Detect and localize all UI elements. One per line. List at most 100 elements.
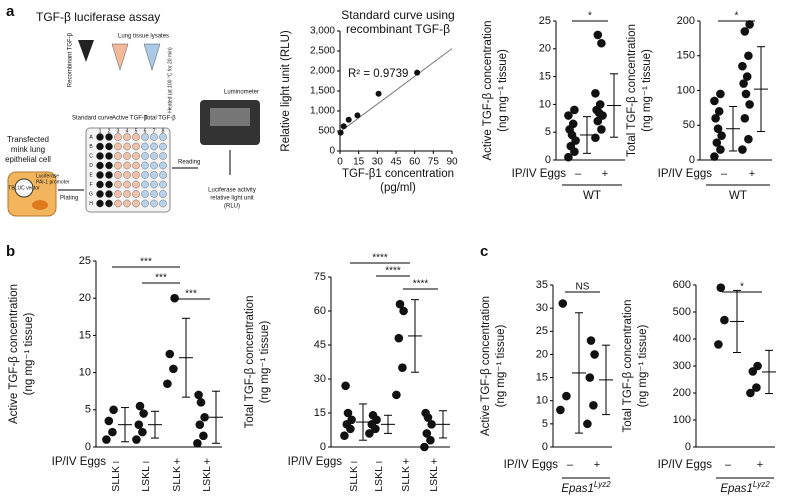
well [96,142,104,151]
significance-label: NS [576,282,590,293]
x-tick-label: + [602,168,608,180]
x-tick-label: LSKL [373,466,385,492]
point [340,431,349,440]
point [570,105,579,115]
y-tick-label: 30 [536,302,548,314]
x-tick-label: + [749,168,755,180]
y-tick-label: 5 [542,418,548,430]
y-axis-label: Active TGF-β concentration [480,296,492,436]
diagram-text: Transfected [7,135,49,144]
point [586,336,596,345]
well [159,133,167,141]
x-tick-label: 75 [428,157,440,168]
row-label: C [89,153,93,159]
point [108,427,117,437]
tube [78,40,94,62]
point [742,72,752,81]
point [365,429,374,438]
annotation: R² = 0.9739 [348,68,408,80]
chart-title: recombinant TGF-β [346,22,450,36]
x-axis-label: IP/IV Eggs [288,456,343,468]
x-tick-label: 90 [446,157,458,168]
well [141,152,149,160]
x-tick-label: + [403,456,409,468]
y-tick-label: 2,000 [310,66,335,77]
well [159,171,167,179]
well [105,180,113,189]
point [200,412,209,422]
point [589,401,598,410]
well [105,152,113,160]
well [123,142,131,151]
point [196,398,206,407]
trendline [339,48,453,133]
x-tick-label: – [575,168,582,180]
x-tick-label: – [113,456,120,468]
point [109,405,118,415]
x-tick-label: LSKL [201,466,213,492]
y-axis-label: (ng mg⁻¹ tissue) [495,324,507,407]
well [114,161,122,170]
x-tick-label: – [376,456,383,468]
point [134,420,144,429]
group-label-text: Epas1 [561,483,594,495]
point [752,383,761,392]
point [163,379,172,389]
group-label: Epas1Lyz2 [561,480,611,495]
point [195,420,205,429]
well [132,171,140,179]
y-tick-label: 0 [85,441,91,453]
y-tick-label: 50 [683,119,695,131]
chart-title: Standard curve using [341,8,454,22]
column-label: 2 [108,128,111,134]
point [753,361,762,371]
well [141,161,149,170]
nucleus [32,200,48,210]
point [741,89,751,99]
x-tick-label: – [721,168,728,180]
y-axis-label: (ng mg⁻¹ tissue) [637,324,649,407]
y-tick-label: 25 [79,255,91,267]
y-tick-label: 75 [314,271,326,283]
point [132,435,141,444]
well [159,152,167,160]
tube [143,43,161,71]
y-tick-label: 5 [85,404,91,416]
diagram-text: Luminometer [224,90,259,96]
point [746,388,755,398]
diagram-text: relative light unit [210,196,254,202]
diagram-title: TGF-β luciferase assay [36,10,160,24]
well [132,180,140,189]
well [159,180,167,189]
well [96,152,104,160]
well [141,142,149,151]
point [583,419,592,429]
y-tick-label: 30 [314,373,326,385]
x-tick-label: + [431,456,437,468]
well [114,142,122,151]
panel-label: c [480,243,488,260]
point [341,381,350,391]
x-tick-label: – [143,456,150,468]
y-tick-label: 60 [314,305,326,317]
significance-label: **** [413,279,429,290]
point [562,391,571,401]
well [141,190,149,198]
well [96,190,104,198]
y-tick-label: 35 [536,279,548,291]
y-axis-label: (ng mg⁻¹ tissue) [259,320,271,403]
well [105,171,113,179]
point [368,410,378,420]
panel-label: b [6,243,15,260]
point [740,114,750,123]
y-tick-label: 10 [79,367,91,379]
well [105,142,113,151]
diagram-text: Luciferase activity [208,188,256,194]
x-tick-label: LSKL [140,466,152,492]
row-label: F [89,182,92,188]
point [426,435,435,445]
y-axis-label: Active TGF-β concentration [8,284,20,424]
point [713,124,723,134]
